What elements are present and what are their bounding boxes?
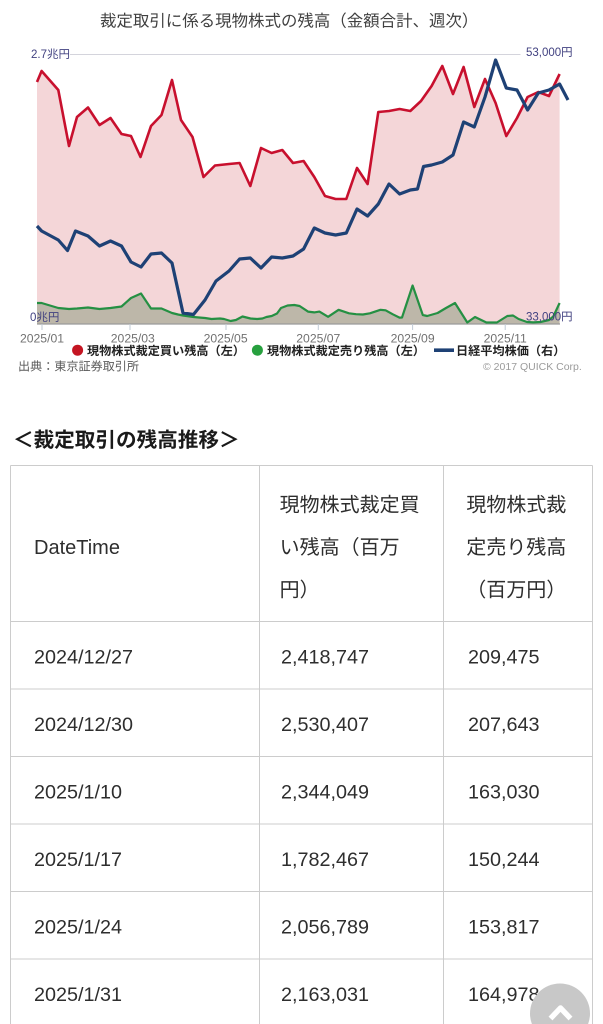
- svg-text:53,000: 53,000: [526, 47, 561, 59]
- svg-text:2025/01: 2025/01: [20, 332, 64, 346]
- svg-text:2025/1/17: 2025/1/17: [34, 849, 122, 871]
- svg-text:2,418,747: 2,418,747: [281, 647, 369, 669]
- svg-text:2025/1/24: 2025/1/24: [34, 917, 122, 939]
- svg-text:164,978: 164,978: [468, 984, 540, 1006]
- svg-text:© 2017 QUICK Corp.: © 2017 QUICK Corp.: [483, 361, 582, 373]
- svg-text:209,475: 209,475: [468, 647, 540, 669]
- svg-text:2,056,789: 2,056,789: [281, 917, 369, 939]
- svg-text:2.7: 2.7: [31, 49, 47, 61]
- svg-text:DateTime: DateTime: [34, 537, 120, 559]
- svg-text:2025/09: 2025/09: [391, 332, 435, 346]
- svg-text:2025/11: 2025/11: [484, 332, 527, 346]
- svg-text:2025/07: 2025/07: [296, 332, 340, 346]
- svg-text:2025/1/10: 2025/1/10: [34, 782, 122, 804]
- svg-text:2025/1/31: 2025/1/31: [34, 984, 122, 1006]
- svg-text:163,030: 163,030: [468, 782, 540, 804]
- svg-text:1,782,467: 1,782,467: [281, 849, 369, 871]
- svg-text:153,817: 153,817: [468, 917, 540, 939]
- svg-text:2025/03: 2025/03: [111, 332, 155, 346]
- svg-text:2024/12/30: 2024/12/30: [34, 714, 133, 736]
- svg-text:2,344,049: 2,344,049: [281, 782, 369, 804]
- svg-text:2,530,407: 2,530,407: [281, 714, 369, 736]
- svg-text:2,163,031: 2,163,031: [281, 984, 369, 1006]
- svg-text:0: 0: [30, 312, 36, 324]
- svg-text:150,244: 150,244: [468, 849, 540, 871]
- svg-text:33,000: 33,000: [526, 312, 561, 324]
- svg-text:2025/05: 2025/05: [204, 332, 248, 346]
- svg-text:2024/12/27: 2024/12/27: [34, 647, 133, 669]
- svg-text:207,643: 207,643: [468, 714, 540, 736]
